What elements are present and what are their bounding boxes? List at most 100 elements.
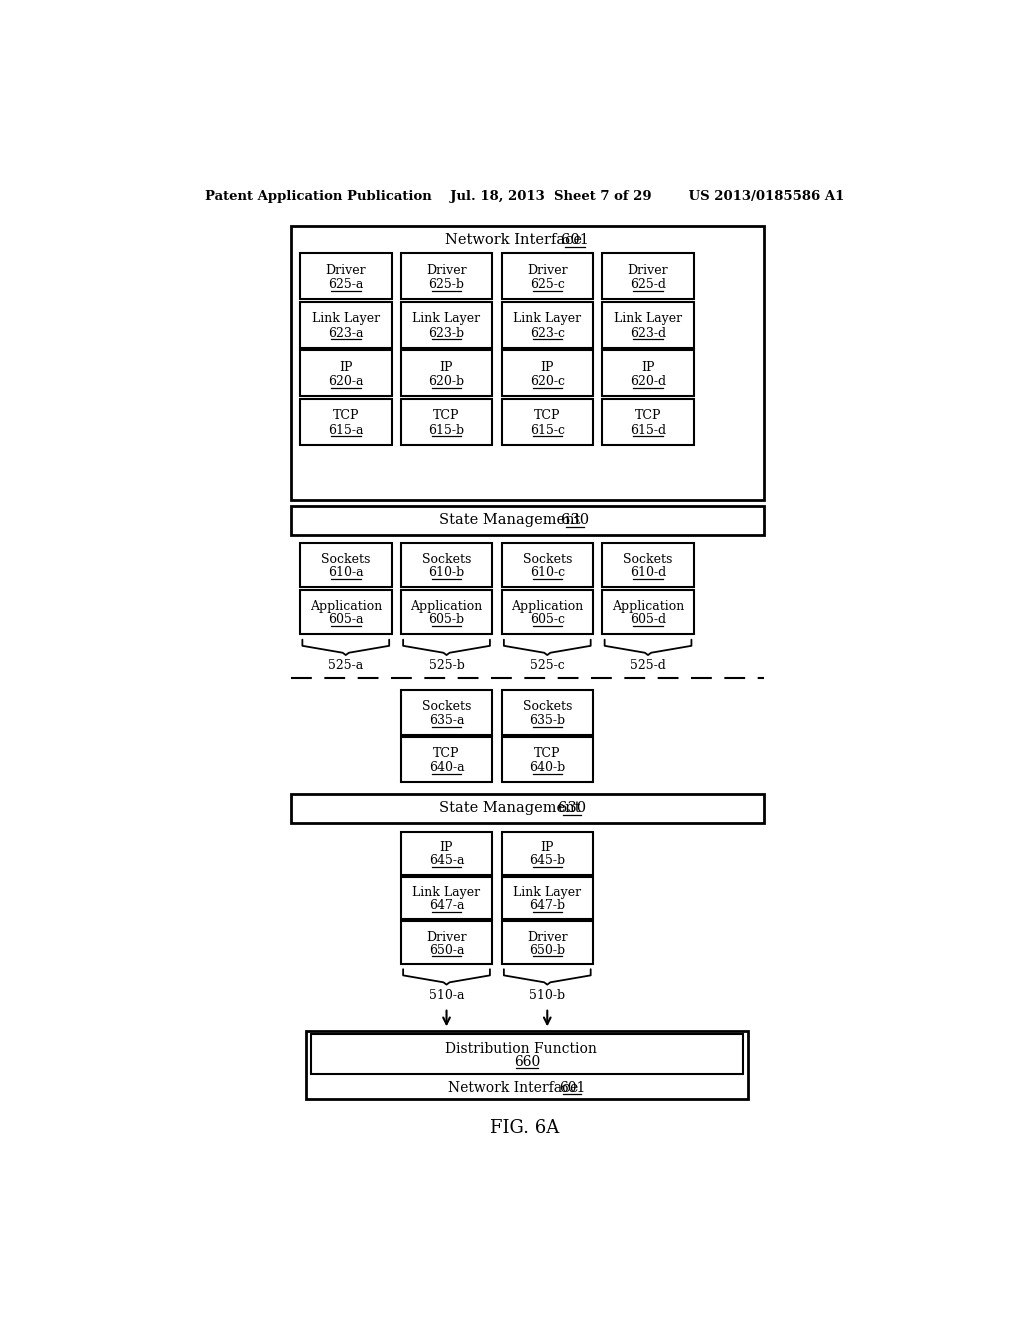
Text: 620-b: 620-b [428, 375, 465, 388]
Text: IP: IP [339, 360, 352, 374]
Text: Application: Application [511, 599, 584, 612]
Bar [291, 226, 764, 499]
Bar [300, 543, 391, 587]
Text: 660: 660 [514, 1055, 541, 1069]
Text: 605-c: 605-c [529, 614, 565, 627]
Bar [502, 590, 593, 635]
Bar [400, 253, 493, 300]
Text: Link Layer: Link Layer [614, 313, 682, 325]
Bar [602, 399, 693, 445]
Bar [602, 590, 693, 635]
Text: Link Layer: Link Layer [413, 886, 480, 899]
Text: State Management: State Management [439, 513, 581, 527]
Bar [502, 832, 593, 875]
Text: 630: 630 [558, 801, 586, 816]
Text: Link Layer: Link Layer [513, 886, 582, 899]
Text: 620-d: 620-d [630, 375, 666, 388]
Text: 525-b: 525-b [429, 659, 465, 672]
Bar [502, 350, 593, 396]
Text: 645-a: 645-a [429, 854, 464, 867]
Bar [602, 253, 693, 300]
Bar [400, 590, 493, 635]
Text: FIG. 6A: FIG. 6A [490, 1119, 559, 1137]
Bar [400, 738, 493, 781]
Text: 605-b: 605-b [428, 614, 465, 627]
Bar [602, 302, 693, 348]
Text: 625-a: 625-a [328, 279, 364, 290]
Bar [300, 350, 391, 396]
Text: IP: IP [439, 841, 454, 854]
Bar [300, 253, 391, 300]
Text: 650-b: 650-b [529, 944, 565, 957]
Text: IP: IP [541, 360, 554, 374]
Bar [311, 1034, 743, 1074]
Text: 610-c: 610-c [529, 566, 565, 579]
Text: Application: Application [309, 599, 382, 612]
Bar [400, 832, 493, 875]
Text: 610-b: 610-b [428, 566, 465, 579]
Bar [502, 543, 593, 587]
Bar [291, 506, 764, 535]
Text: 510-b: 510-b [529, 989, 565, 1002]
Bar [291, 793, 764, 822]
Text: 525-a: 525-a [328, 659, 364, 672]
Text: 630: 630 [561, 513, 589, 527]
Text: Distribution Function: Distribution Function [445, 1041, 597, 1056]
Text: 605-a: 605-a [328, 614, 364, 627]
Text: Driver: Driver [426, 931, 467, 944]
Text: 620-a: 620-a [328, 375, 364, 388]
Text: TCP: TCP [535, 747, 560, 760]
Text: 605-d: 605-d [630, 614, 666, 627]
Bar [502, 876, 593, 919]
Text: Link Layer: Link Layer [413, 313, 480, 325]
Text: TCP: TCP [535, 409, 560, 422]
Text: 625-c: 625-c [529, 279, 564, 290]
Text: 610-d: 610-d [630, 566, 667, 579]
Text: 647-b: 647-b [529, 899, 565, 912]
Text: Driver: Driver [628, 264, 669, 277]
Text: Sockets: Sockets [422, 701, 471, 714]
Text: 635-b: 635-b [529, 714, 565, 727]
Text: Driver: Driver [527, 264, 567, 277]
Bar [400, 921, 493, 964]
Text: 625-b: 625-b [428, 279, 465, 290]
Text: Application: Application [612, 599, 684, 612]
Text: 640-b: 640-b [529, 762, 565, 775]
Text: TCP: TCP [333, 409, 359, 422]
Bar [502, 253, 593, 300]
Text: IP: IP [641, 360, 654, 374]
Text: Link Layer: Link Layer [311, 313, 380, 325]
Text: 620-c: 620-c [529, 375, 565, 388]
Bar [306, 1031, 748, 1098]
Text: 525-d: 525-d [630, 659, 666, 672]
Text: 610-a: 610-a [328, 566, 364, 579]
Text: TCP: TCP [433, 409, 460, 422]
Text: Network Interface: Network Interface [449, 1081, 579, 1094]
Bar [502, 399, 593, 445]
Bar [502, 302, 593, 348]
Text: IP: IP [439, 360, 454, 374]
Text: Sockets: Sockets [322, 553, 371, 566]
Text: 650-a: 650-a [429, 944, 464, 957]
Bar [400, 876, 493, 919]
Bar [400, 350, 493, 396]
Text: 623-a: 623-a [328, 326, 364, 339]
Text: Sockets: Sockets [624, 553, 673, 566]
Text: Sockets: Sockets [422, 553, 471, 566]
Text: Driver: Driver [527, 931, 567, 944]
Text: 647-a: 647-a [429, 899, 464, 912]
Text: 615-d: 615-d [630, 424, 666, 437]
Text: State Management: State Management [439, 801, 581, 816]
Bar [300, 590, 391, 635]
Text: 615-b: 615-b [428, 424, 465, 437]
Text: 510-a: 510-a [429, 989, 464, 1002]
Bar [300, 302, 391, 348]
Text: Sockets: Sockets [522, 701, 572, 714]
Text: 623-b: 623-b [428, 326, 465, 339]
Text: 615-c: 615-c [529, 424, 565, 437]
Bar [400, 302, 493, 348]
Text: 625-d: 625-d [630, 279, 666, 290]
Text: 635-a: 635-a [429, 714, 464, 727]
Text: IP: IP [541, 841, 554, 854]
Bar [502, 690, 593, 735]
